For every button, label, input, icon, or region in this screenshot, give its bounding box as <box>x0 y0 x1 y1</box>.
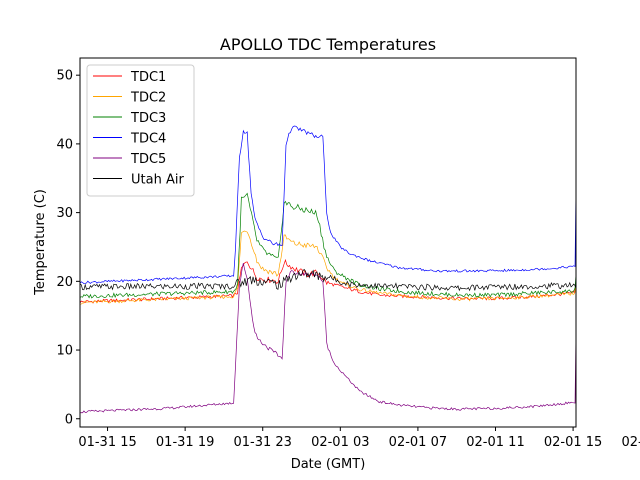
series-line-tdc2 <box>80 230 576 305</box>
y-axis: 0 10 20 30 40 50 <box>56 69 80 427</box>
legend: TDC1 TDC2 TDC3 TDC4 TDC5 Utah Air <box>86 64 195 197</box>
series-line-utah-air <box>80 268 576 292</box>
chart-title: APOLLO TDC Temperatures <box>220 35 436 54</box>
y-axis-label: Temperature (C) <box>33 189 48 296</box>
series-line-tdc5 <box>80 262 576 414</box>
y-tick-label: 20 <box>56 275 73 290</box>
y-tick-label: 30 <box>56 206 73 221</box>
x-tick-label: 02-01 07 <box>389 435 447 450</box>
y-tick-label: 10 <box>56 344 73 359</box>
plot-frame <box>79 57 577 428</box>
x-axis-label: Date (GMT) <box>291 457 366 472</box>
x-tick-label: 02-01 19 <box>621 435 640 450</box>
legend-label: TDC2 <box>130 91 166 106</box>
x-axis: 01-31 15 01-31 19 01-31 23 02-01 03 02-01 07… <box>78 427 640 450</box>
x-tick-label: 01-31 15 <box>78 435 136 450</box>
series-layer <box>80 125 576 414</box>
x-tick-label: 01-31 19 <box>156 435 214 450</box>
x-tick-label: 02-01 11 <box>466 435 524 450</box>
legend-label: TDC4 <box>130 132 166 147</box>
x-tick-label: 01-31 23 <box>234 435 292 450</box>
legend-label: TDC3 <box>130 111 166 126</box>
series-line-tdc4 <box>80 125 576 285</box>
legend-label: TDC5 <box>130 152 166 167</box>
legend-label: Utah Air <box>131 173 184 188</box>
y-tick-label: 40 <box>56 137 73 152</box>
x-tick-label: 02-01 15 <box>544 435 602 450</box>
series-line-tdc3 <box>80 192 576 299</box>
legend-box <box>86 64 195 197</box>
y-tick-label: 0 <box>65 412 73 427</box>
y-tick-label: 50 <box>56 69 73 84</box>
x-tick-label: 02-01 03 <box>311 435 369 450</box>
legend-label: TDC1 <box>130 70 166 85</box>
